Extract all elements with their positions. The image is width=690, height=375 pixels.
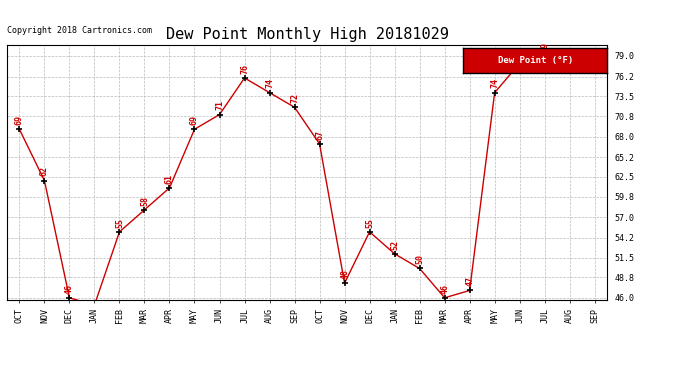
Text: 55: 55 — [115, 217, 124, 228]
Text: 69: 69 — [190, 115, 199, 125]
Text: 78: 78 — [565, 49, 574, 59]
Text: 71: 71 — [215, 100, 224, 111]
Text: 62: 62 — [40, 166, 49, 176]
Text: 50: 50 — [415, 254, 424, 264]
Text: 46: 46 — [440, 284, 449, 294]
Text: 45: 45 — [0, 374, 1, 375]
Text: 78: 78 — [590, 49, 599, 59]
Text: 52: 52 — [390, 240, 399, 250]
Text: 78: 78 — [515, 49, 524, 59]
Text: 79: 79 — [540, 42, 549, 52]
Text: 76: 76 — [240, 64, 249, 74]
Text: 74: 74 — [265, 78, 274, 88]
Text: 48: 48 — [340, 269, 349, 279]
Text: 61: 61 — [165, 174, 174, 184]
Text: 55: 55 — [365, 217, 374, 228]
Text: 47: 47 — [465, 276, 474, 286]
Text: 69: 69 — [15, 115, 24, 125]
Text: 67: 67 — [315, 130, 324, 140]
Text: Copyright 2018 Cartronics.com: Copyright 2018 Cartronics.com — [7, 26, 152, 35]
Text: 74: 74 — [490, 78, 499, 88]
Text: 72: 72 — [290, 93, 299, 103]
Text: 46: 46 — [65, 284, 74, 294]
Title: Dew Point Monthly High 20181029: Dew Point Monthly High 20181029 — [166, 27, 448, 42]
Text: 58: 58 — [140, 196, 149, 206]
